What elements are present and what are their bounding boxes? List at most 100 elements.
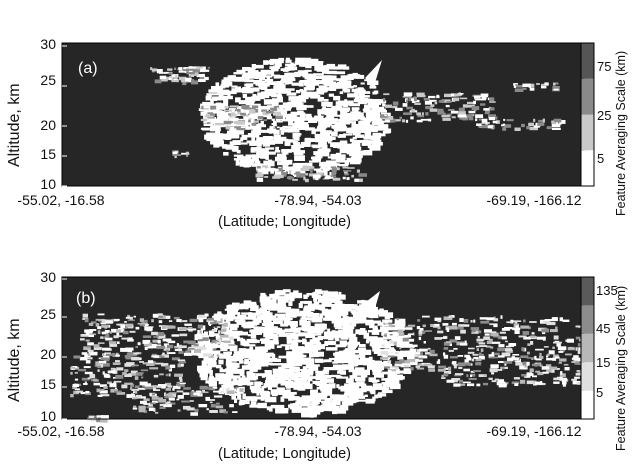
feature-cell bbox=[287, 176, 293, 179]
feature-cell bbox=[303, 176, 306, 181]
feature-cell bbox=[242, 111, 249, 114]
feature-cell bbox=[488, 338, 493, 341]
feature-cell bbox=[312, 318, 318, 321]
feature-cell bbox=[142, 362, 151, 365]
feature-cell bbox=[430, 104, 435, 107]
feature-cell bbox=[297, 373, 307, 378]
feature-cell bbox=[467, 351, 475, 354]
feature-cell bbox=[312, 174, 321, 179]
feature-cell bbox=[200, 127, 210, 130]
feature-cell bbox=[448, 349, 454, 352]
feature-cell bbox=[489, 97, 495, 102]
feature-cell bbox=[112, 362, 121, 365]
feature-cell bbox=[304, 326, 317, 331]
feature-cell bbox=[281, 172, 287, 175]
feature-cell bbox=[392, 331, 398, 337]
feature-cell bbox=[232, 378, 237, 384]
feature-cell bbox=[100, 418, 108, 423]
feature-cell bbox=[229, 105, 239, 108]
feature-cell bbox=[311, 144, 321, 148]
feature-cell bbox=[221, 373, 234, 379]
feature-cell bbox=[296, 339, 307, 342]
feature-cell bbox=[332, 399, 341, 406]
feature-cell bbox=[248, 114, 261, 118]
feature-cell bbox=[488, 377, 493, 380]
feature-cell bbox=[357, 140, 367, 143]
feature-cell bbox=[459, 379, 463, 383]
feature-cell bbox=[223, 378, 231, 383]
feature-cell bbox=[344, 397, 357, 404]
feature-cell bbox=[142, 335, 152, 338]
feature-cell bbox=[347, 344, 352, 347]
feature-cell bbox=[299, 310, 306, 316]
feature-cell bbox=[223, 77, 233, 81]
feature-cell bbox=[327, 166, 332, 169]
feature-cell bbox=[504, 363, 507, 366]
feature-cell bbox=[491, 351, 494, 356]
feature-cell bbox=[316, 407, 322, 411]
feature-cell bbox=[245, 77, 250, 82]
feature-cell bbox=[389, 347, 394, 350]
feature-cell bbox=[295, 57, 302, 64]
feature-cell bbox=[261, 109, 267, 113]
feature-cell bbox=[260, 292, 266, 297]
feature-cell bbox=[179, 382, 186, 385]
feature-cell bbox=[115, 360, 120, 363]
feature-cell bbox=[317, 375, 321, 379]
feature-cell bbox=[251, 116, 262, 120]
feature-cell bbox=[223, 120, 232, 125]
feature-cell bbox=[228, 113, 233, 117]
feature-cell bbox=[285, 374, 289, 381]
feature-cell bbox=[120, 347, 128, 352]
feature-cell bbox=[153, 387, 157, 391]
feature-cell bbox=[231, 85, 238, 88]
feature-cell bbox=[553, 354, 559, 358]
feature-cell bbox=[239, 161, 245, 167]
feature-cell bbox=[368, 330, 375, 333]
feature-cell bbox=[348, 347, 355, 353]
feature-cell bbox=[553, 335, 559, 340]
feature-cell bbox=[225, 355, 238, 362]
feature-cell bbox=[200, 366, 204, 369]
feature-cell bbox=[321, 382, 327, 387]
feature-cell bbox=[233, 72, 243, 75]
feature-cell bbox=[443, 367, 451, 370]
feature-cell bbox=[252, 158, 259, 162]
feature-cell bbox=[93, 346, 102, 350]
feature-cell bbox=[352, 72, 358, 77]
feature-cell bbox=[244, 358, 250, 365]
feature-cell bbox=[562, 383, 566, 387]
feature-cell bbox=[215, 405, 224, 409]
feature-cell bbox=[340, 154, 346, 160]
feature-cell bbox=[249, 366, 258, 372]
feature-cell bbox=[298, 327, 305, 331]
feature-cell bbox=[323, 290, 329, 293]
feature-cell bbox=[185, 151, 189, 155]
feature-cell bbox=[271, 315, 277, 318]
feature-cell bbox=[215, 402, 220, 405]
feature-cell bbox=[169, 364, 176, 368]
feature-cell bbox=[445, 341, 452, 344]
feature-cell bbox=[546, 369, 552, 373]
feature-cell bbox=[343, 304, 354, 310]
feature-cell bbox=[132, 407, 138, 410]
feature-cell bbox=[137, 342, 141, 346]
feature-cell bbox=[263, 160, 275, 167]
feature-cell bbox=[383, 334, 387, 337]
feature-cell bbox=[326, 309, 333, 313]
feature-cell bbox=[112, 354, 120, 357]
feature-cell bbox=[423, 363, 433, 367]
feature-cell bbox=[505, 345, 511, 348]
feature-cell bbox=[174, 67, 177, 70]
feature-cell bbox=[511, 381, 520, 385]
feature-cell bbox=[352, 314, 358, 321]
feature-cell bbox=[162, 338, 172, 342]
feature-cell bbox=[492, 341, 501, 344]
feature-cell bbox=[144, 346, 148, 350]
feature-cell bbox=[490, 364, 499, 369]
feature-cell bbox=[213, 103, 225, 108]
feature-cell bbox=[153, 336, 159, 338]
feature-cell bbox=[132, 365, 135, 367]
feature-cell bbox=[264, 371, 272, 377]
feature-cell bbox=[402, 103, 408, 107]
